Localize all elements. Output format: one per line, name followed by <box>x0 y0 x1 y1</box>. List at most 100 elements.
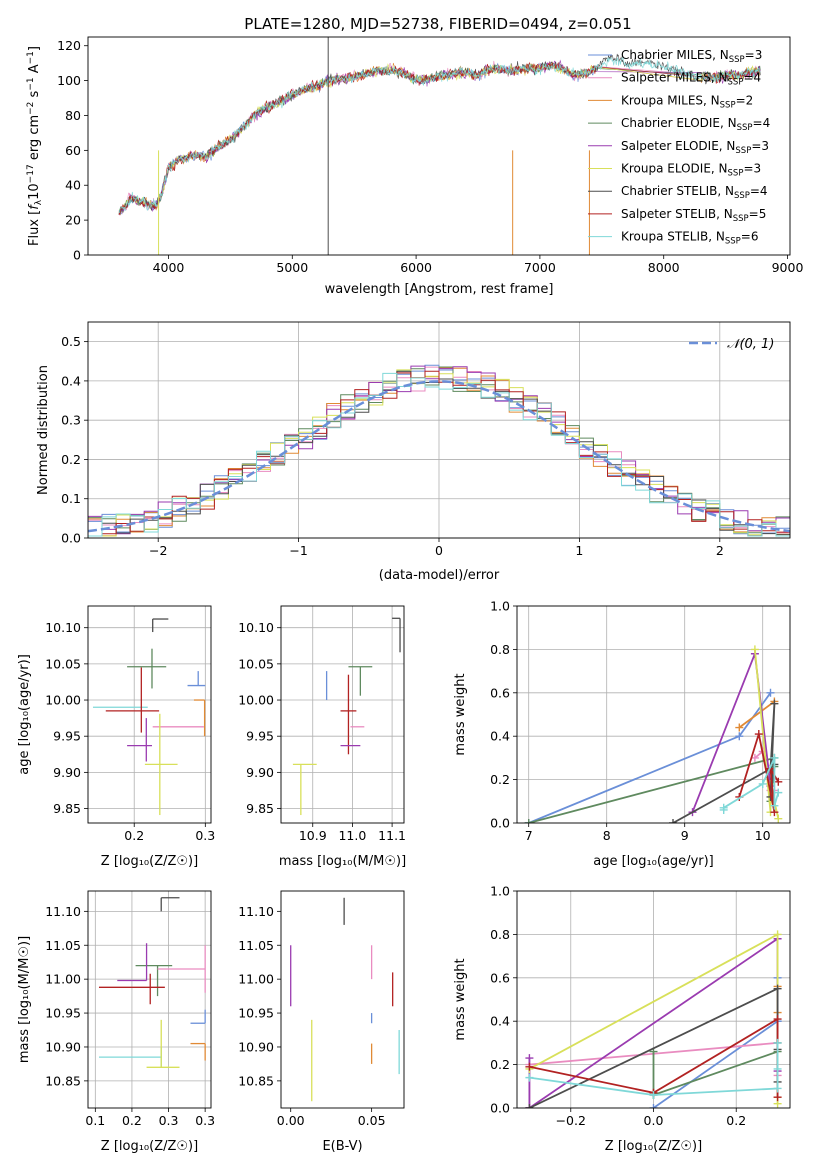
y-tick-label: 1.0 <box>490 884 510 899</box>
weight-marker <box>773 1015 782 1024</box>
legend-label: Kroupa ELODIE, NSSP=3 <box>621 162 761 179</box>
weight-marker <box>750 645 759 654</box>
y-tick-label: 11.10 <box>45 904 81 919</box>
weight-line-kroupa-miles <box>738 700 775 729</box>
x-axis-label: Z [log₁₀(Z/Z☉)] <box>101 1139 198 1154</box>
weight-marker <box>649 1090 658 1099</box>
weight-line-chabrier-miles <box>528 692 772 823</box>
x-axis-label: Z [log₁₀(Z/Z☉)] <box>101 854 198 869</box>
y-tick-label: 0.6 <box>490 970 510 985</box>
weight-marker <box>770 699 779 708</box>
y-tick-label: 9.85 <box>53 801 81 816</box>
y-tick-label: 0.4 <box>61 373 81 388</box>
x-tick-label: 0.2 <box>122 1113 142 1128</box>
y-tick-label: 100 <box>57 73 81 88</box>
y-tick-label: 10.95 <box>238 1006 274 1021</box>
x-tick-label: 8 <box>603 828 611 843</box>
weight-marker <box>735 732 744 741</box>
y-tick-label: 60 <box>65 143 81 158</box>
y-tick-label: 10.95 <box>45 1006 81 1021</box>
y-tick-label: 10.00 <box>45 693 81 708</box>
x-tick-label: 5000 <box>276 260 308 275</box>
weight-line-chabrier-elodie <box>528 756 776 823</box>
weight-marker <box>773 984 782 993</box>
axes-frame <box>516 605 791 824</box>
x-tick-label: 0.05 <box>358 1113 386 1128</box>
weight-marker <box>774 814 783 823</box>
y-tick-label: 9.90 <box>53 765 81 780</box>
x-tick-label: 0.2 <box>124 828 144 843</box>
spectrum-line-kroupa-stelib <box>118 56 761 214</box>
weight-marker <box>758 779 767 788</box>
y-tick-label: 0.8 <box>490 927 510 942</box>
legend-label: Salpeter MILES, NSSP=4 <box>621 71 761 88</box>
axes-frame <box>280 890 405 1109</box>
x-tick-label: 11.0 <box>338 828 366 843</box>
y-tick-label: 11.10 <box>238 904 274 919</box>
figure-title: PLATE=1280, MJD=52738, FIBERID=0494, z=0… <box>244 15 631 33</box>
y-tick-label: 0 <box>73 248 81 263</box>
y-tick-label: 0.0 <box>490 1101 510 1116</box>
mass-vs-ebv-panel: 0.00 0.05 10.85 10.90 10.95 11.00 11.05 11.10 E(… <box>238 890 405 1154</box>
y-tick-label: 10.00 <box>238 693 274 708</box>
y-tick-label: 11.05 <box>238 938 274 953</box>
weight-marker <box>525 1062 534 1071</box>
weight-marker <box>770 753 779 762</box>
weight-marker <box>525 1104 534 1108</box>
y-tick-label: 9.90 <box>246 765 274 780</box>
x-tick-label: 0.2 <box>726 1113 746 1128</box>
axes-frame <box>280 605 405 824</box>
weight-marker <box>525 1054 534 1063</box>
y-tick-label: 10.10 <box>238 620 274 635</box>
x-axis-label: E(B-V) <box>322 1139 362 1154</box>
legend-label: Chabrier MILES, NSSP=3 <box>621 48 762 65</box>
x-tick-label: 1 <box>575 543 583 558</box>
x-tick-label: 2 <box>716 543 724 558</box>
y-tick-label: 0.1 <box>61 491 81 506</box>
y-tick-label: 1.0 <box>490 599 510 614</box>
x-axis-label: (data-model)/error <box>379 568 500 583</box>
weight-marker <box>524 819 533 823</box>
x-tick-label: 0.0 <box>644 1113 664 1128</box>
weight-marker <box>773 1038 782 1047</box>
weight-vs-metallicity-panel: −0.2 0.0 0.2 0.0 0.2 0.4 0.6 0.8 1.0 Z [log₁₀(Z/Z… <box>453 884 791 1154</box>
y-tick-label: 0.6 <box>490 685 510 700</box>
age-vs-metallicity-panel: 0.2 0.3 9.85 9.90 9.95 10.00 10.05 10.10 Z [log₁… <box>17 605 215 869</box>
y-tick-label: 0.5 <box>61 334 81 349</box>
legend-label: Salpeter STELIB, NSSP=5 <box>621 207 766 224</box>
y-axis-label: Flux [fλ10−17 erg cm−2 s−1 A−1] <box>26 46 44 246</box>
y-tick-label: 11.00 <box>238 972 274 987</box>
y-tick-label: 10.05 <box>45 656 81 671</box>
x-tick-label: 7 <box>525 828 533 843</box>
y-tick-label: 10.05 <box>238 656 274 671</box>
y-tick-label: 0.0 <box>490 816 510 831</box>
axes-frame <box>87 321 791 539</box>
y-tick-label: 0.8 <box>490 642 510 657</box>
axes-frame <box>87 36 791 256</box>
y-tick-label: 0.2 <box>490 772 510 787</box>
spectrum-panel: 4000 5000 6000 7000 8000 9000 0 20 40 60 80 100 120 w… <box>26 36 803 297</box>
x-tick-label: 9 <box>681 828 689 843</box>
x-tick-label: 11.1 <box>378 828 406 843</box>
legend-label: Kroupa STELIB, NSSP=6 <box>621 230 759 247</box>
y-tick-label: 9.95 <box>246 729 274 744</box>
x-axis-label: mass [log₁₀(M/M☉)] <box>279 854 406 869</box>
weight-vs-age-panel: 7 8 9 10 0.0 0.2 0.4 0.6 0.8 1.0 age [log₁₀(age/yr… <box>453 599 791 869</box>
y-tick-label: 10.90 <box>238 1039 274 1054</box>
weight-marker <box>773 1084 782 1093</box>
y-axis-label: mass weight <box>453 958 468 1040</box>
weight-marker <box>773 1064 782 1073</box>
y-tick-label: 0.2 <box>61 452 81 467</box>
weight-marker <box>735 723 744 732</box>
y-tick-label: 0.0 <box>61 531 81 546</box>
weight-marker <box>766 688 775 697</box>
y-tick-label: 20 <box>65 213 81 228</box>
x-tick-label: 0.3 <box>195 828 215 843</box>
legend-label: Salpeter ELODIE, NSSP=3 <box>621 139 769 156</box>
x-tick-label: 0.1 <box>85 1113 105 1128</box>
weight-marker <box>754 730 763 739</box>
age-vs-mass-panel: 10.9 11.0 11.1 9.85 9.90 9.95 10.00 10.05 10.10 m… <box>238 605 406 869</box>
y-tick-label: 11.00 <box>45 972 81 987</box>
y-axis-label: age [log₁₀(age/yr)] <box>17 654 32 775</box>
